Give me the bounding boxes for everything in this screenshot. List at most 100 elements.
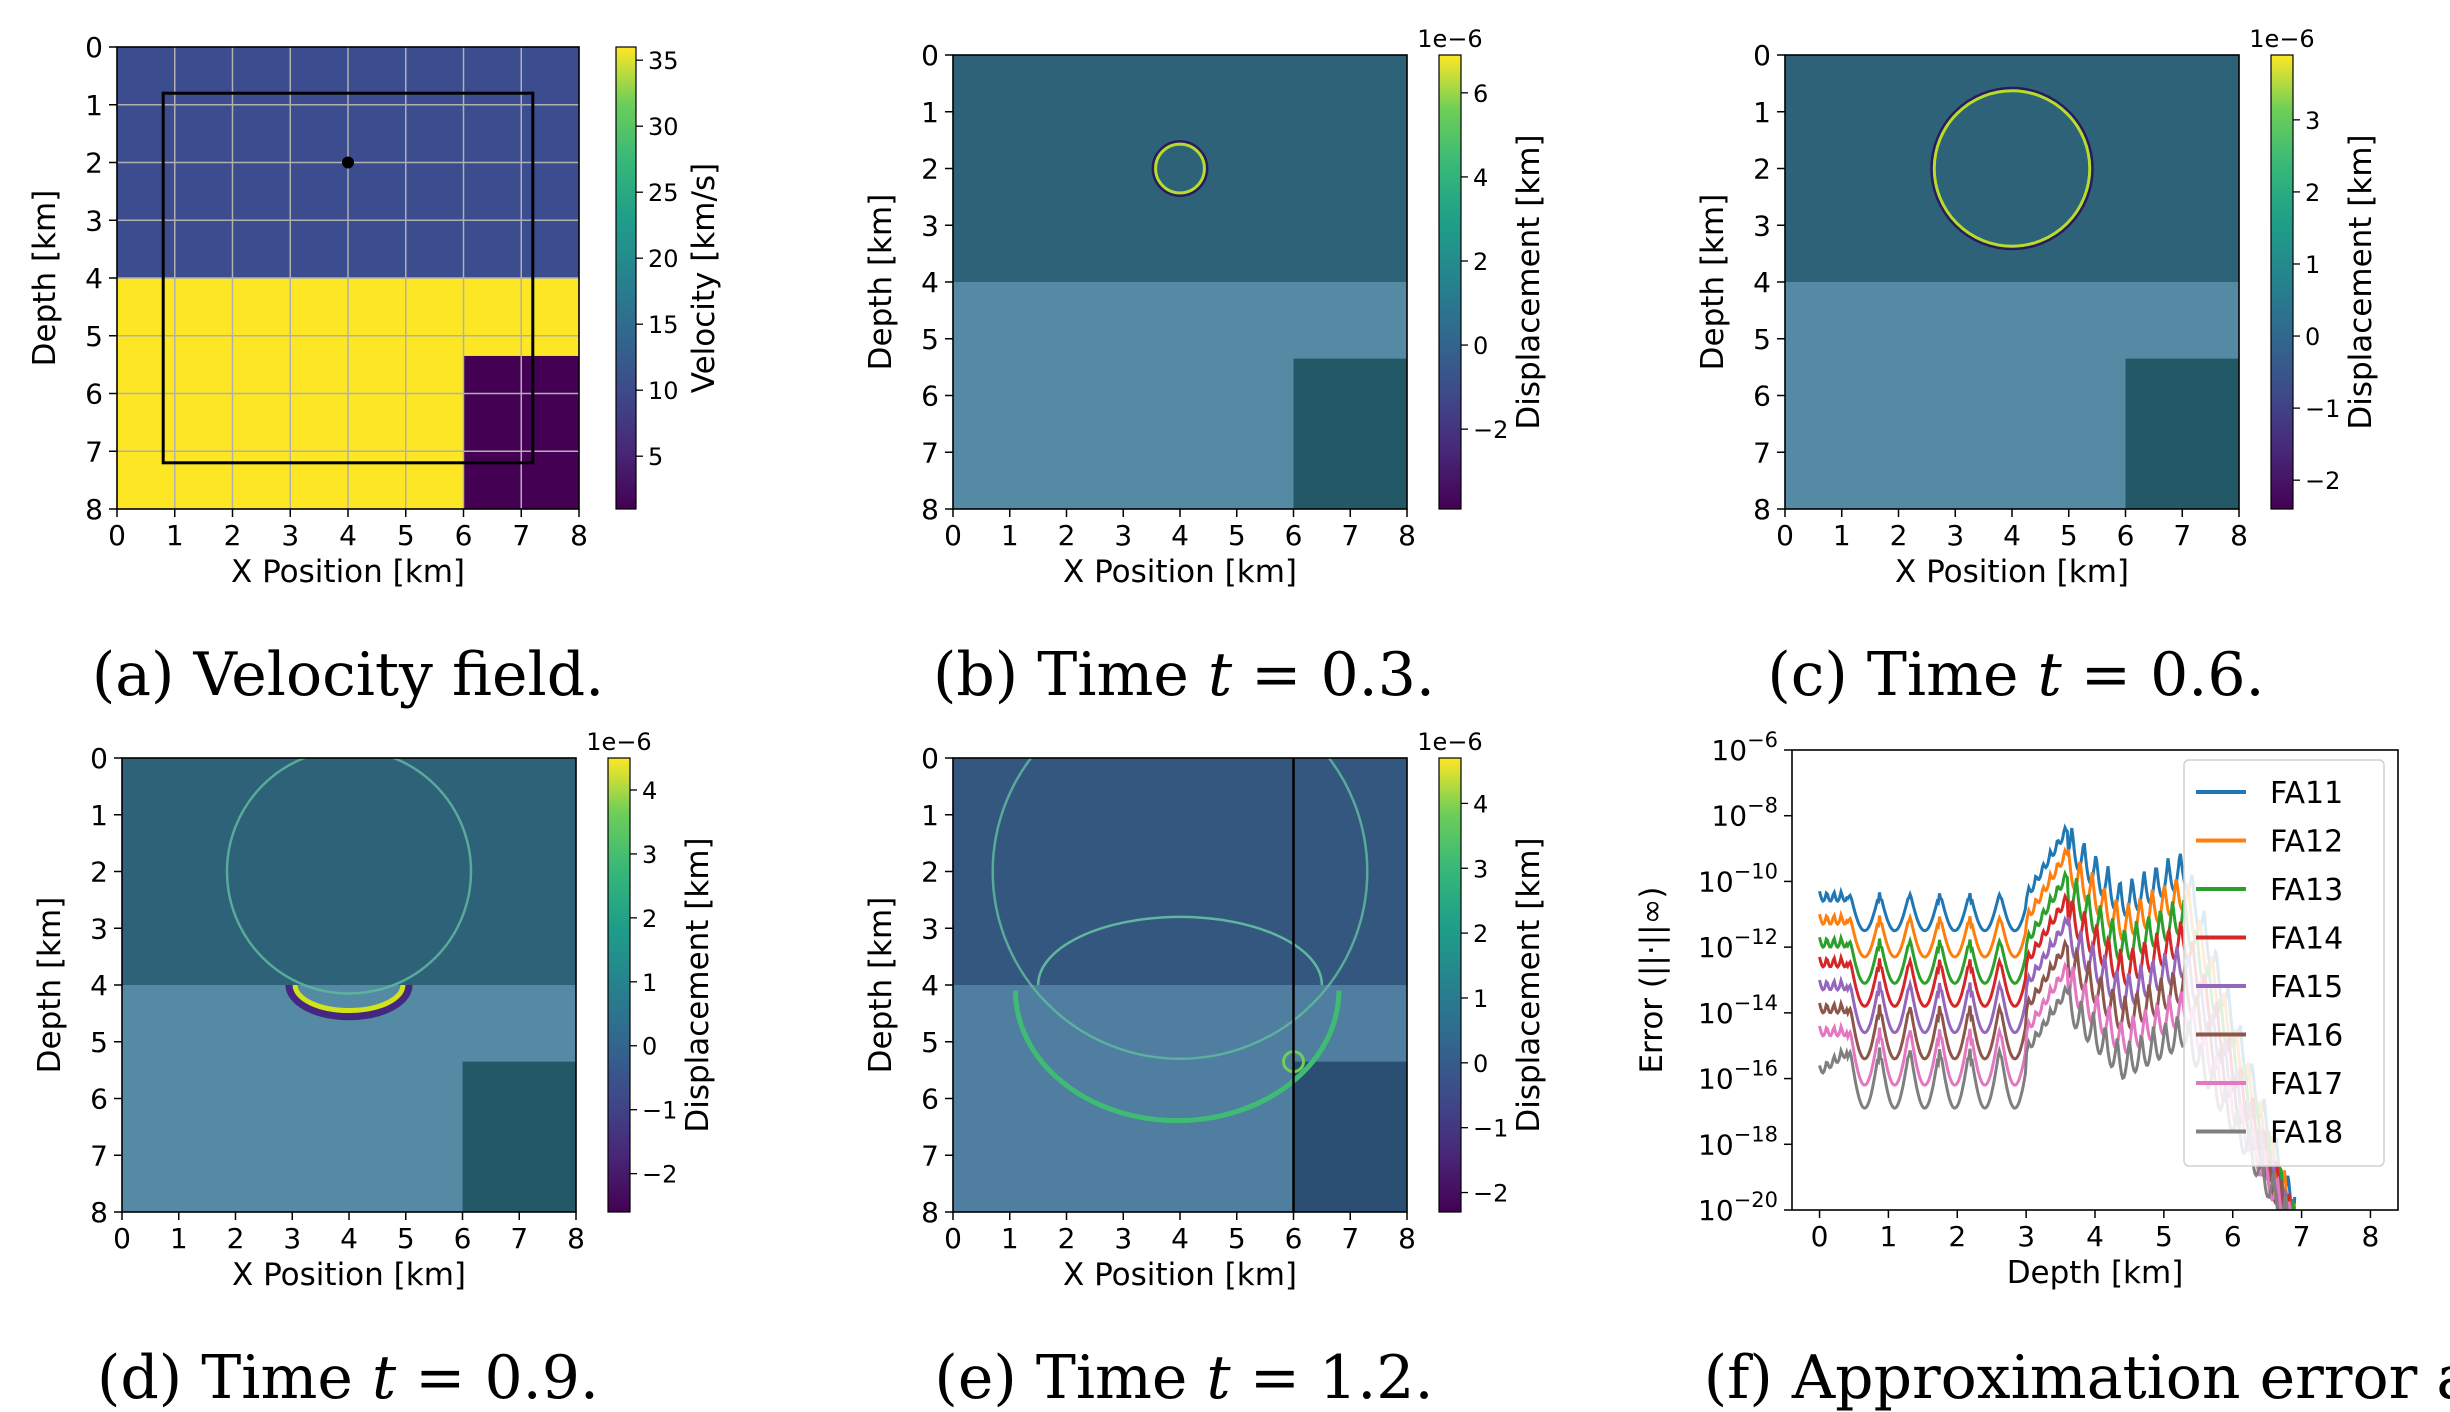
y-tick-label: 3 [85,204,103,237]
colorbar-label: Velocity [km/s] [686,163,722,393]
colorbar-tick-label: −2 [642,1161,677,1189]
colorbar-tick-label: 1 [2305,251,2320,279]
y-tick-label: 5 [921,323,939,356]
x-tick-label: 7 [512,519,530,552]
region-block [2125,358,2239,509]
y-tick-label: 8 [1753,493,1771,526]
y-axis-label: Depth [km] [27,190,63,367]
y-tick-label: 10−16 [1698,1057,1778,1096]
source-point [342,156,354,169]
colorbar-tick-label: 20 [648,245,679,273]
colorbar-tick-label: 3 [2305,107,2320,135]
x-tick-label: 8 [567,1222,585,1255]
region-upper-layer [953,758,1407,985]
transmitted-wave [1012,990,1342,1124]
caption-c: (c) Time t = 0.6. [1767,640,2264,710]
region-upper-layer [122,758,576,985]
x-tick-label: 0 [108,519,126,552]
caption-b: (b) Time t = 0.3. [933,640,1435,710]
colorbar-tick-label: 0 [642,1033,657,1061]
x-tick-label: 0 [944,1222,962,1255]
colorbar [607,757,631,1213]
x-axis-label: X Position [km] [1063,554,1297,590]
x-tick-label: 6 [2117,519,2135,552]
colorbar-tick-label: 4 [642,777,657,805]
colorbar-tick-label: 0 [1473,332,1488,360]
caption-f: (f) Approximation error at [1704,1343,2450,1412]
colorbar [615,46,637,510]
x-tick-label: 2 [224,519,242,552]
y-tick-label: 8 [85,493,103,526]
legend-label: FA16 [2270,1019,2343,1054]
x-axis-label: X Position [km] [232,1257,466,1293]
y-tick-label: 0 [1753,39,1771,72]
colorbar-tick-label: −1 [1473,1115,1508,1143]
wavefront-group [991,758,1369,1124]
colorbar-tick-label: 10 [648,377,679,405]
caption-e: (e) Time t = 1.2. [934,1343,1433,1412]
y-tick-label: 10−14 [1698,991,1778,1030]
wavefront [1932,89,2092,248]
y-tick-label: 10−10 [1698,859,1778,898]
x-tick-label: 0 [944,519,962,552]
reflected-wave [1036,915,1324,986]
x-tick-label: 4 [340,1222,358,1255]
y-tick-label: 2 [85,147,103,180]
y-tick-label: 0 [90,742,108,775]
colorbar-tick-label: 3 [1473,855,1488,883]
x-tick-label: 3 [281,519,299,552]
x-tick-label: 8 [2230,519,2248,552]
y-tick-label: 5 [921,1026,939,1059]
colorbar-tick-label: 1 [642,969,657,997]
y-axis-label: Depth [km] [863,897,899,1074]
x-tick-label: 5 [1228,519,1246,552]
region-upper-layer [953,55,1407,282]
x-tick-label: 8 [570,519,588,552]
y-tick-label: 0 [85,31,103,64]
colorbar [2270,54,2294,510]
y-tick-label: 10−8 [1711,794,1778,833]
wavefront-group [1930,86,2094,251]
x-tick-label: 2 [1058,1222,1076,1255]
colorbar-tick-label: 1 [1473,985,1488,1013]
legend-label: FA17 [2270,1067,2343,1102]
y-tick-label: 6 [90,1083,108,1116]
y-tick-label: 6 [921,380,939,413]
y-tick-label: 3 [921,209,939,242]
colorbar-tick-label: 3 [642,841,657,869]
x-tick-label: 6 [1285,1222,1303,1255]
colorbar-exponent: 1e−6 [1417,728,1482,756]
x-tick-label: 2 [1948,1220,1966,1253]
x-tick-label: 2 [1890,519,1908,552]
caption-d: (d) Time t = 0.9. [97,1343,599,1412]
legend-label: FA12 [2270,825,2343,860]
reflected-wave-dark [285,984,413,1021]
region-block [1293,1061,1407,1212]
x-tick-label: 2 [1058,519,1076,552]
x-tick-label: 4 [1171,519,1189,552]
x-tick-label: 7 [2293,1220,2311,1253]
x-axis-label: X Position [km] [1063,1257,1297,1293]
x-axis-label: X Position [km] [1895,554,2129,590]
y-axis-label: Depth [km] [863,194,899,371]
y-tick-label: 7 [921,1139,939,1172]
y-tick-label: 1 [1753,96,1771,129]
x-tick-label: 4 [339,519,357,552]
y-tick-label: 10−20 [1698,1188,1778,1227]
x-tick-label: 1 [170,1222,188,1255]
y-tick-label: 4 [1753,266,1771,299]
x-axis-label: X Position [km] [231,554,465,590]
x-tick-label: 5 [2155,1220,2173,1253]
x-tick-label: 1 [166,519,184,552]
y-tick-label: 1 [85,89,103,122]
colorbar-tick-label: 2 [1473,248,1488,276]
colorbar-tick-label: 30 [648,113,679,141]
colorbar-exponent: 1e−6 [586,728,651,756]
y-tick-label: 2 [1753,153,1771,186]
colorbar-tick-label: −1 [642,1097,677,1125]
colorbar-tick-label: 4 [1473,164,1488,192]
y-tick-label: 8 [921,493,939,526]
y-tick-label: 5 [85,320,103,353]
y-tick-label: 7 [90,1139,108,1172]
